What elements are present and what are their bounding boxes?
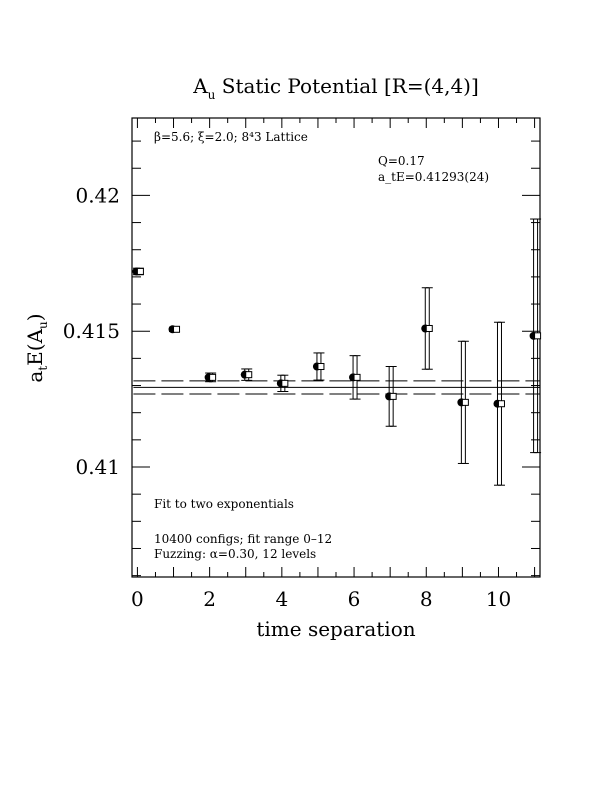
data-point-square xyxy=(173,325,181,333)
y-label-mid: E(A xyxy=(23,328,47,365)
data-point-square xyxy=(209,373,217,381)
data-point-square xyxy=(497,400,505,408)
y-label-end: ) xyxy=(23,313,47,321)
data-point-square xyxy=(425,324,433,332)
y-tick-label: 0.42 xyxy=(75,183,120,207)
fuzzing-annotation: Fuzzing: α=0.30, 12 levels xyxy=(154,547,316,561)
data-point-square xyxy=(281,379,289,387)
data-point-square xyxy=(245,371,253,379)
data-point-square xyxy=(317,363,325,371)
title-rest: Static Potential [R=(4,4)] xyxy=(215,74,478,98)
x-axis-label: time separation xyxy=(256,617,415,641)
data-point-square xyxy=(461,398,469,406)
fit-lines xyxy=(133,380,540,395)
data-points xyxy=(132,218,542,486)
q-annotation: Q=0.17 xyxy=(378,154,425,168)
y-label-sub-u: u xyxy=(36,321,50,329)
title-subscript: u xyxy=(208,88,216,102)
x-tick-label: 10 xyxy=(486,587,511,611)
data-point-square xyxy=(136,267,144,275)
y-tick-label: 0.415 xyxy=(63,319,120,343)
lattice-annotation: β=5.6; ξ=2.0; 8⁴3 Lattice xyxy=(154,130,308,144)
fit-annotation: Fit to two exponentials xyxy=(154,497,294,511)
y-axis-label: atE(Au) xyxy=(23,313,50,382)
y-tick-label: 0.41 xyxy=(75,455,120,479)
x-tick-label: 2 xyxy=(203,587,216,611)
x-tick-label: 0 xyxy=(131,587,144,611)
x-tick-label: 4 xyxy=(275,587,288,611)
x-tick-label: 8 xyxy=(420,587,433,611)
data-point-square xyxy=(534,332,542,340)
data-point-square xyxy=(389,392,397,400)
y-label-sub-t: t xyxy=(36,366,50,371)
x-tick-label: 6 xyxy=(348,587,361,611)
axis-ticks: 0 2 4 6 8 10 0.41 0.415 0.42 xyxy=(63,118,540,611)
data-point-square xyxy=(353,373,361,381)
energy-annotation: a_tE=0.41293(24) xyxy=(378,170,489,184)
configs-annotation: 10400 configs; fit range 0–12 xyxy=(154,532,332,546)
chart-title: Au Static Potential [R=(4,4)] xyxy=(192,74,479,102)
